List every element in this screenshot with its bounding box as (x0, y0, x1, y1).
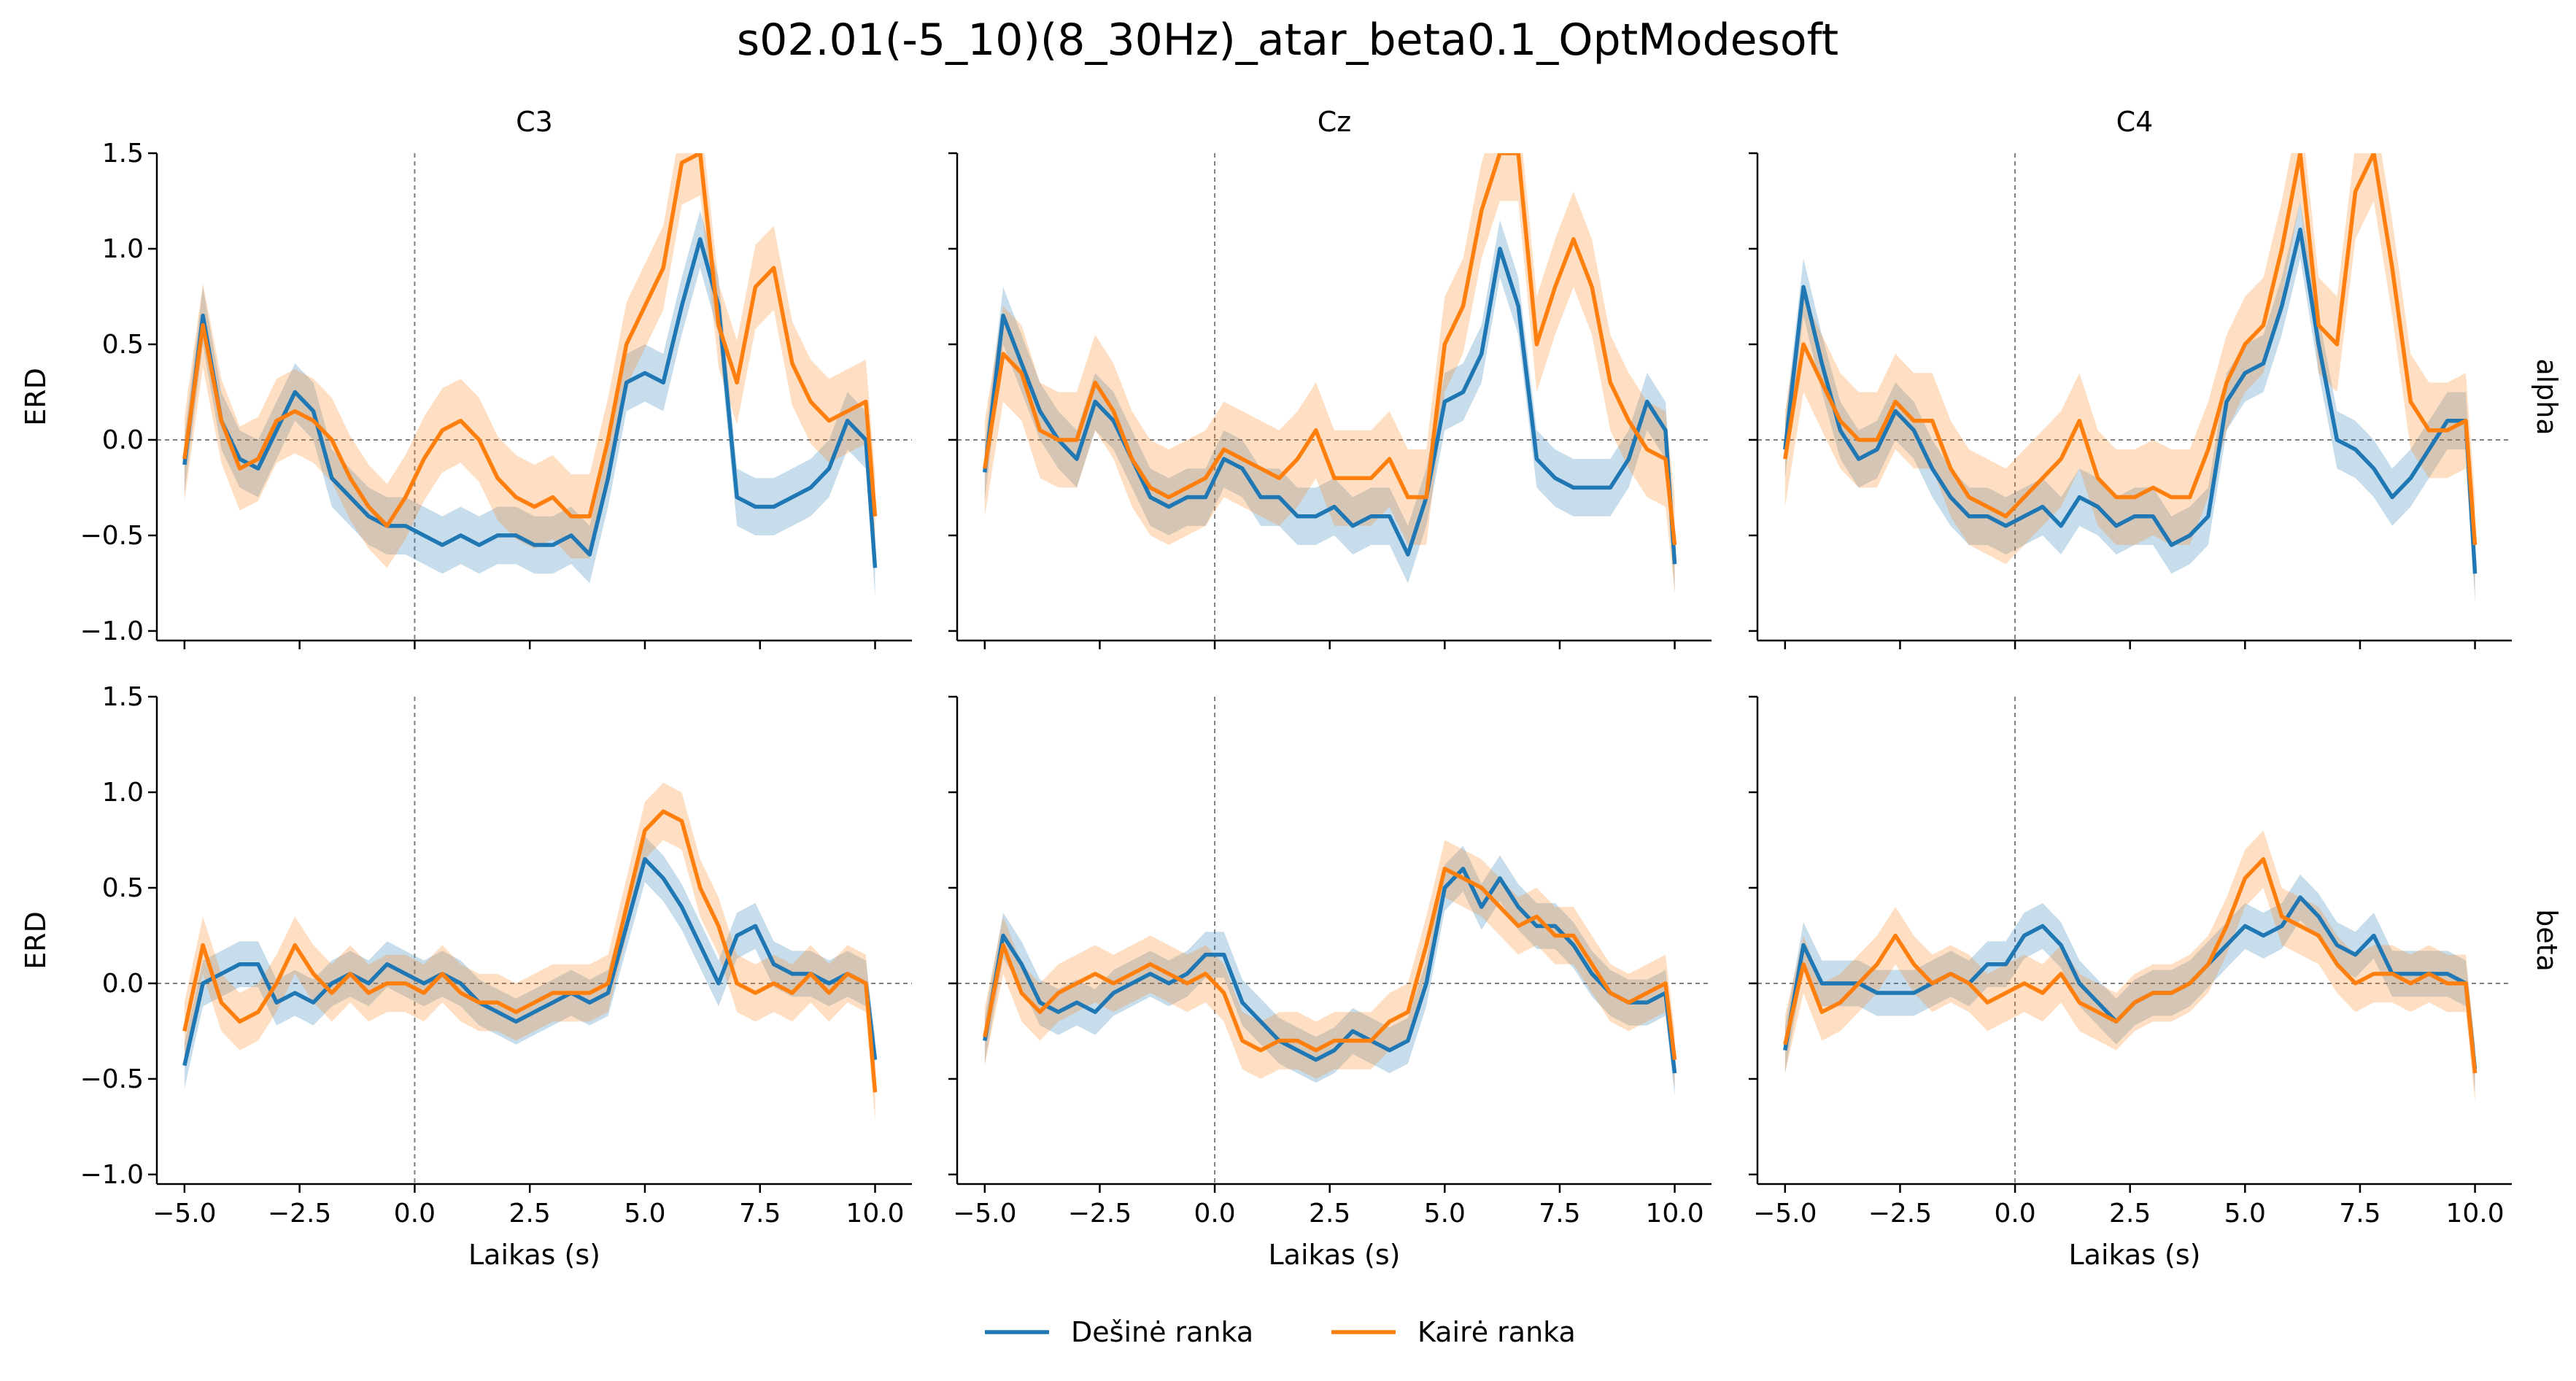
x-tick-label: 0.0 (394, 1199, 436, 1229)
x-axis-label: Laikas (s) (2069, 1239, 2201, 1271)
panel-alpha-C3: −1.0 −0.5 0.0 0.5 1.0 1.5 C3 ERD (20, 106, 912, 649)
legend: Dešinė ranka Kairė ranka (985, 1316, 1576, 1348)
reference-lines (1757, 153, 2512, 641)
row-label: alpha (2531, 358, 2563, 435)
series-line-desine-ranka (983, 247, 1677, 565)
y-tick-label: −1.0 (80, 1160, 144, 1190)
x-axis-label: Laikas (s) (1269, 1239, 1401, 1271)
reference-lines (157, 697, 912, 1184)
y-tick-label: 0.5 (102, 330, 144, 360)
y-tick-label: −1.0 (80, 616, 144, 646)
series-line-kaire-ranka (983, 153, 1677, 546)
row-label: beta (2531, 909, 2563, 972)
x-axis-label: Laikas (s) (468, 1239, 600, 1271)
band-kaire (1784, 830, 2475, 1102)
y-tick-label: 1.0 (102, 234, 144, 264)
x-tick-label: 10.0 (846, 1199, 904, 1229)
plot-area (1783, 153, 2478, 603)
plot-area (182, 153, 878, 597)
x-tick-label: 5.0 (624, 1199, 665, 1229)
panel-beta-Cz: −5.0 −2.5 0.0 2.5 5.0 7.5 10.0 Laikas (s) (948, 695, 1711, 1271)
x-tick-label: 2.5 (1309, 1199, 1350, 1229)
x-tick-label: −5.0 (1753, 1199, 1817, 1229)
legend-item: Dešinė ranka (985, 1316, 1253, 1348)
panel-alpha-Cz: Cz (948, 106, 1711, 649)
column-title: C4 (2116, 106, 2154, 138)
series-line-kaire-ranka (182, 809, 878, 1093)
x-tick-label: 7.5 (1539, 1199, 1580, 1229)
x-tick-label: −2.5 (1068, 1199, 1132, 1229)
y-axis-label: ERD (20, 368, 52, 426)
plot-area (182, 782, 878, 1121)
reference-lines (957, 153, 1711, 641)
band-desine (1784, 874, 2475, 1093)
plot-area (983, 840, 1677, 1096)
series-line-desine-ranka (1783, 228, 2478, 574)
y-tick-label: 0.5 (102, 873, 144, 903)
y-tick-label: 0.0 (102, 969, 144, 999)
legend-item: Kairė ranka (1331, 1316, 1576, 1348)
panel-alpha-C4: C4 alpha (1749, 106, 2563, 649)
band-kaire (984, 840, 1675, 1089)
series-line-kaire-ranka (983, 867, 1677, 1061)
series-line-desine-ranka (182, 237, 878, 568)
y-tick-label: 1.5 (102, 682, 144, 712)
column-title: C3 (516, 106, 553, 138)
x-tick-label: 10.0 (2445, 1199, 2504, 1229)
panel-beta-C4: −5.0 −2.5 0.0 2.5 5.0 7.5 10.0 Laikas (s) beta (1749, 695, 2563, 1271)
x-tick-label: 2.5 (509, 1199, 551, 1229)
panels: −1.0 −0.5 0.0 0.5 1.0 1.5 C3 ERD Cz C4 alpha −1.0 −0… (20, 106, 2563, 1271)
column-title: Cz (1318, 106, 1351, 138)
x-tick-label: 7.5 (2339, 1199, 2380, 1229)
x-tick-label: 7.5 (739, 1199, 781, 1229)
x-tick-label: −5.0 (152, 1199, 216, 1229)
legend-label: Dešinė ranka (1071, 1316, 1253, 1348)
band-desine (184, 210, 875, 597)
band-kaire (984, 153, 1675, 593)
plot-area (1783, 830, 2478, 1102)
series-line-kaire-ranka (182, 153, 878, 528)
x-tick-label: −5.0 (953, 1199, 1016, 1229)
series-line-desine-ranka (983, 867, 1677, 1074)
x-tick-label: 0.0 (1194, 1199, 1235, 1229)
y-axis-label: ERD (20, 911, 52, 970)
x-tick-label: 0.0 (1994, 1199, 2035, 1229)
band-kaire (184, 153, 875, 568)
reference-lines (957, 697, 1711, 1184)
panel-beta-C3: −1.0 −0.5 0.0 0.5 1.0 1.5 −5.0 −2.5 0.0 2.5 5.0 7.5… (20, 682, 912, 1271)
series-line-desine-ranka (182, 856, 878, 1067)
x-tick-label: 2.5 (2109, 1199, 2151, 1229)
legend-label: Kairė ranka (1417, 1316, 1576, 1348)
x-tick-label: −2.5 (1868, 1199, 1932, 1229)
x-tick-label: 10.0 (1645, 1199, 1703, 1229)
x-tick-label: 5.0 (1424, 1199, 1466, 1229)
y-tick-label: −0.5 (80, 521, 144, 551)
x-tick-label: −2.5 (268, 1199, 331, 1229)
x-tick-label: 5.0 (2224, 1199, 2266, 1229)
band-kaire (184, 782, 875, 1121)
y-tick-label: 1.0 (102, 778, 144, 808)
reference-lines (157, 153, 912, 641)
series-line-kaire-ranka (1783, 856, 2478, 1074)
plot-area (983, 153, 1677, 593)
figure-title: s02.01(-5_10)(8_30Hz)_atar_beta0.1_OptMo… (737, 15, 1838, 66)
y-tick-label: −0.5 (80, 1064, 144, 1094)
series-line-kaire-ranka (1783, 153, 2478, 546)
reference-lines (1757, 697, 2512, 1184)
y-tick-label: 1.5 (102, 139, 144, 169)
band-desine (984, 846, 1675, 1096)
y-tick-label: 0.0 (102, 425, 144, 455)
